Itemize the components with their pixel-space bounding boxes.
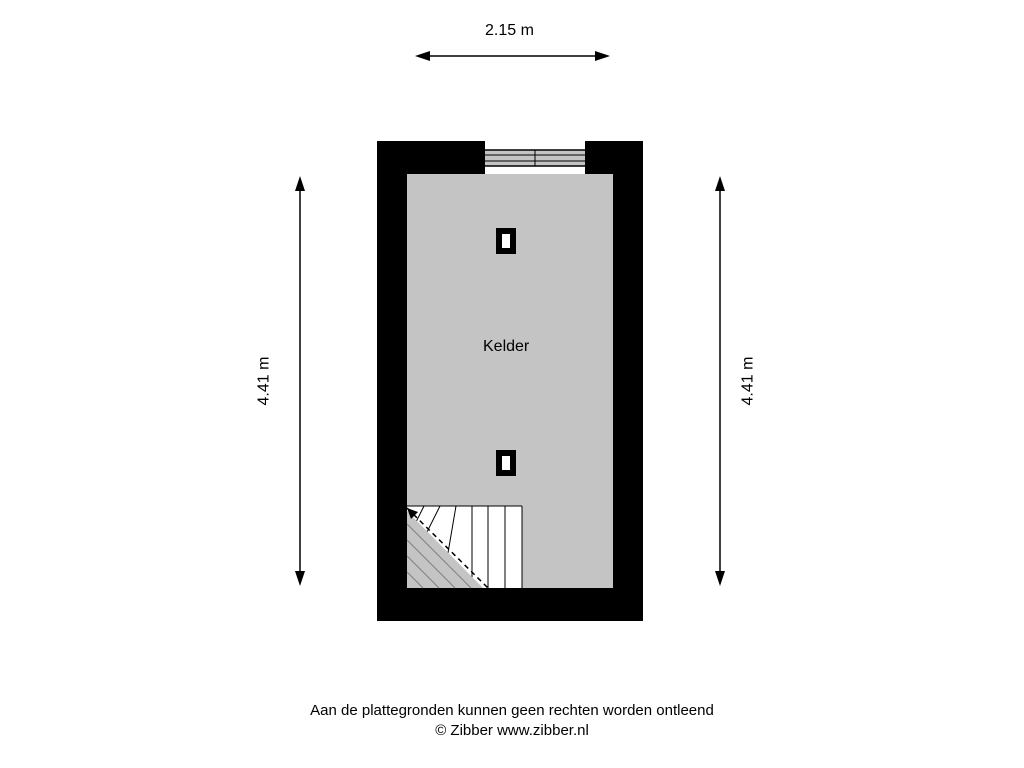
column-icon xyxy=(496,450,516,476)
window-icon xyxy=(485,141,585,174)
dimension-top xyxy=(415,51,610,61)
room-label: Kelder xyxy=(483,338,529,356)
dimension-label-right: 4.41 m xyxy=(739,357,757,406)
footer-disclaimer: Aan de plattegronden kunnen geen rechten… xyxy=(0,702,1024,719)
stairs-icon xyxy=(407,506,522,588)
floorplan-svg xyxy=(0,0,1024,768)
footer-copyright: © Zibber www.zibber.nl xyxy=(0,722,1024,739)
dimension-left xyxy=(295,176,305,586)
dimension-right xyxy=(715,176,725,586)
dimension-label-left: 4.41 m xyxy=(255,357,273,406)
dimension-label-top: 2.15 m xyxy=(485,22,534,40)
column-icon xyxy=(496,228,516,254)
